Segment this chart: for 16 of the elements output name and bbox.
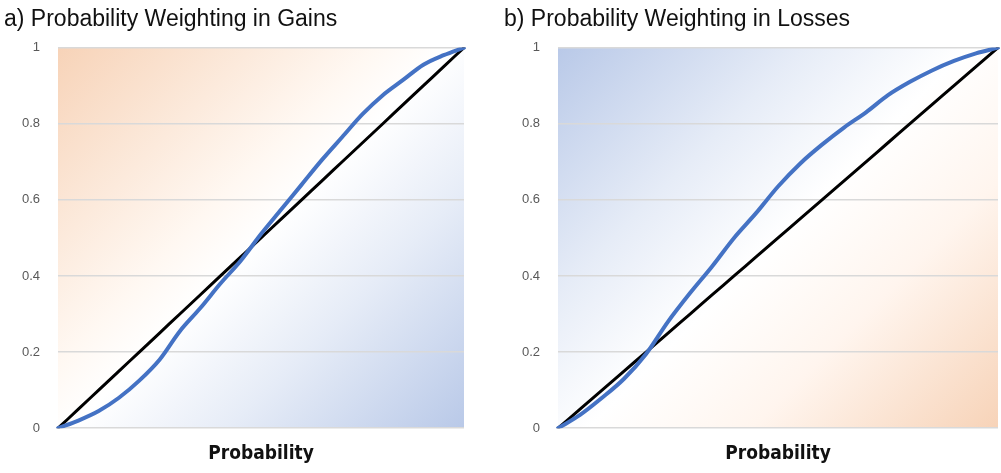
y-tick-label: 0.4 [21,267,41,283]
y-tick-label: 0.2 [521,343,541,359]
x-axis-title: Probability [208,440,314,463]
y-tick-label: 0 [32,419,41,435]
chart-title: a) Probability Weighting in Gains [4,5,338,32]
y-tick-label: 0.8 [21,115,41,131]
y-tick-label: 0.6 [21,191,41,207]
y-tick-label: 0.4 [521,267,541,283]
y-tick-label: 0.8 [521,115,541,131]
chart-title: b) Probability Weighting in Losses [504,5,851,32]
y-tick-label: 0.2 [21,343,41,359]
x-axis-title: Probability [725,440,831,463]
y-tick-label: 0.6 [521,191,541,207]
y-tick-label: 1 [32,39,41,55]
y-tick-label: 1 [532,39,541,55]
y-tick-label: 0 [532,419,541,435]
